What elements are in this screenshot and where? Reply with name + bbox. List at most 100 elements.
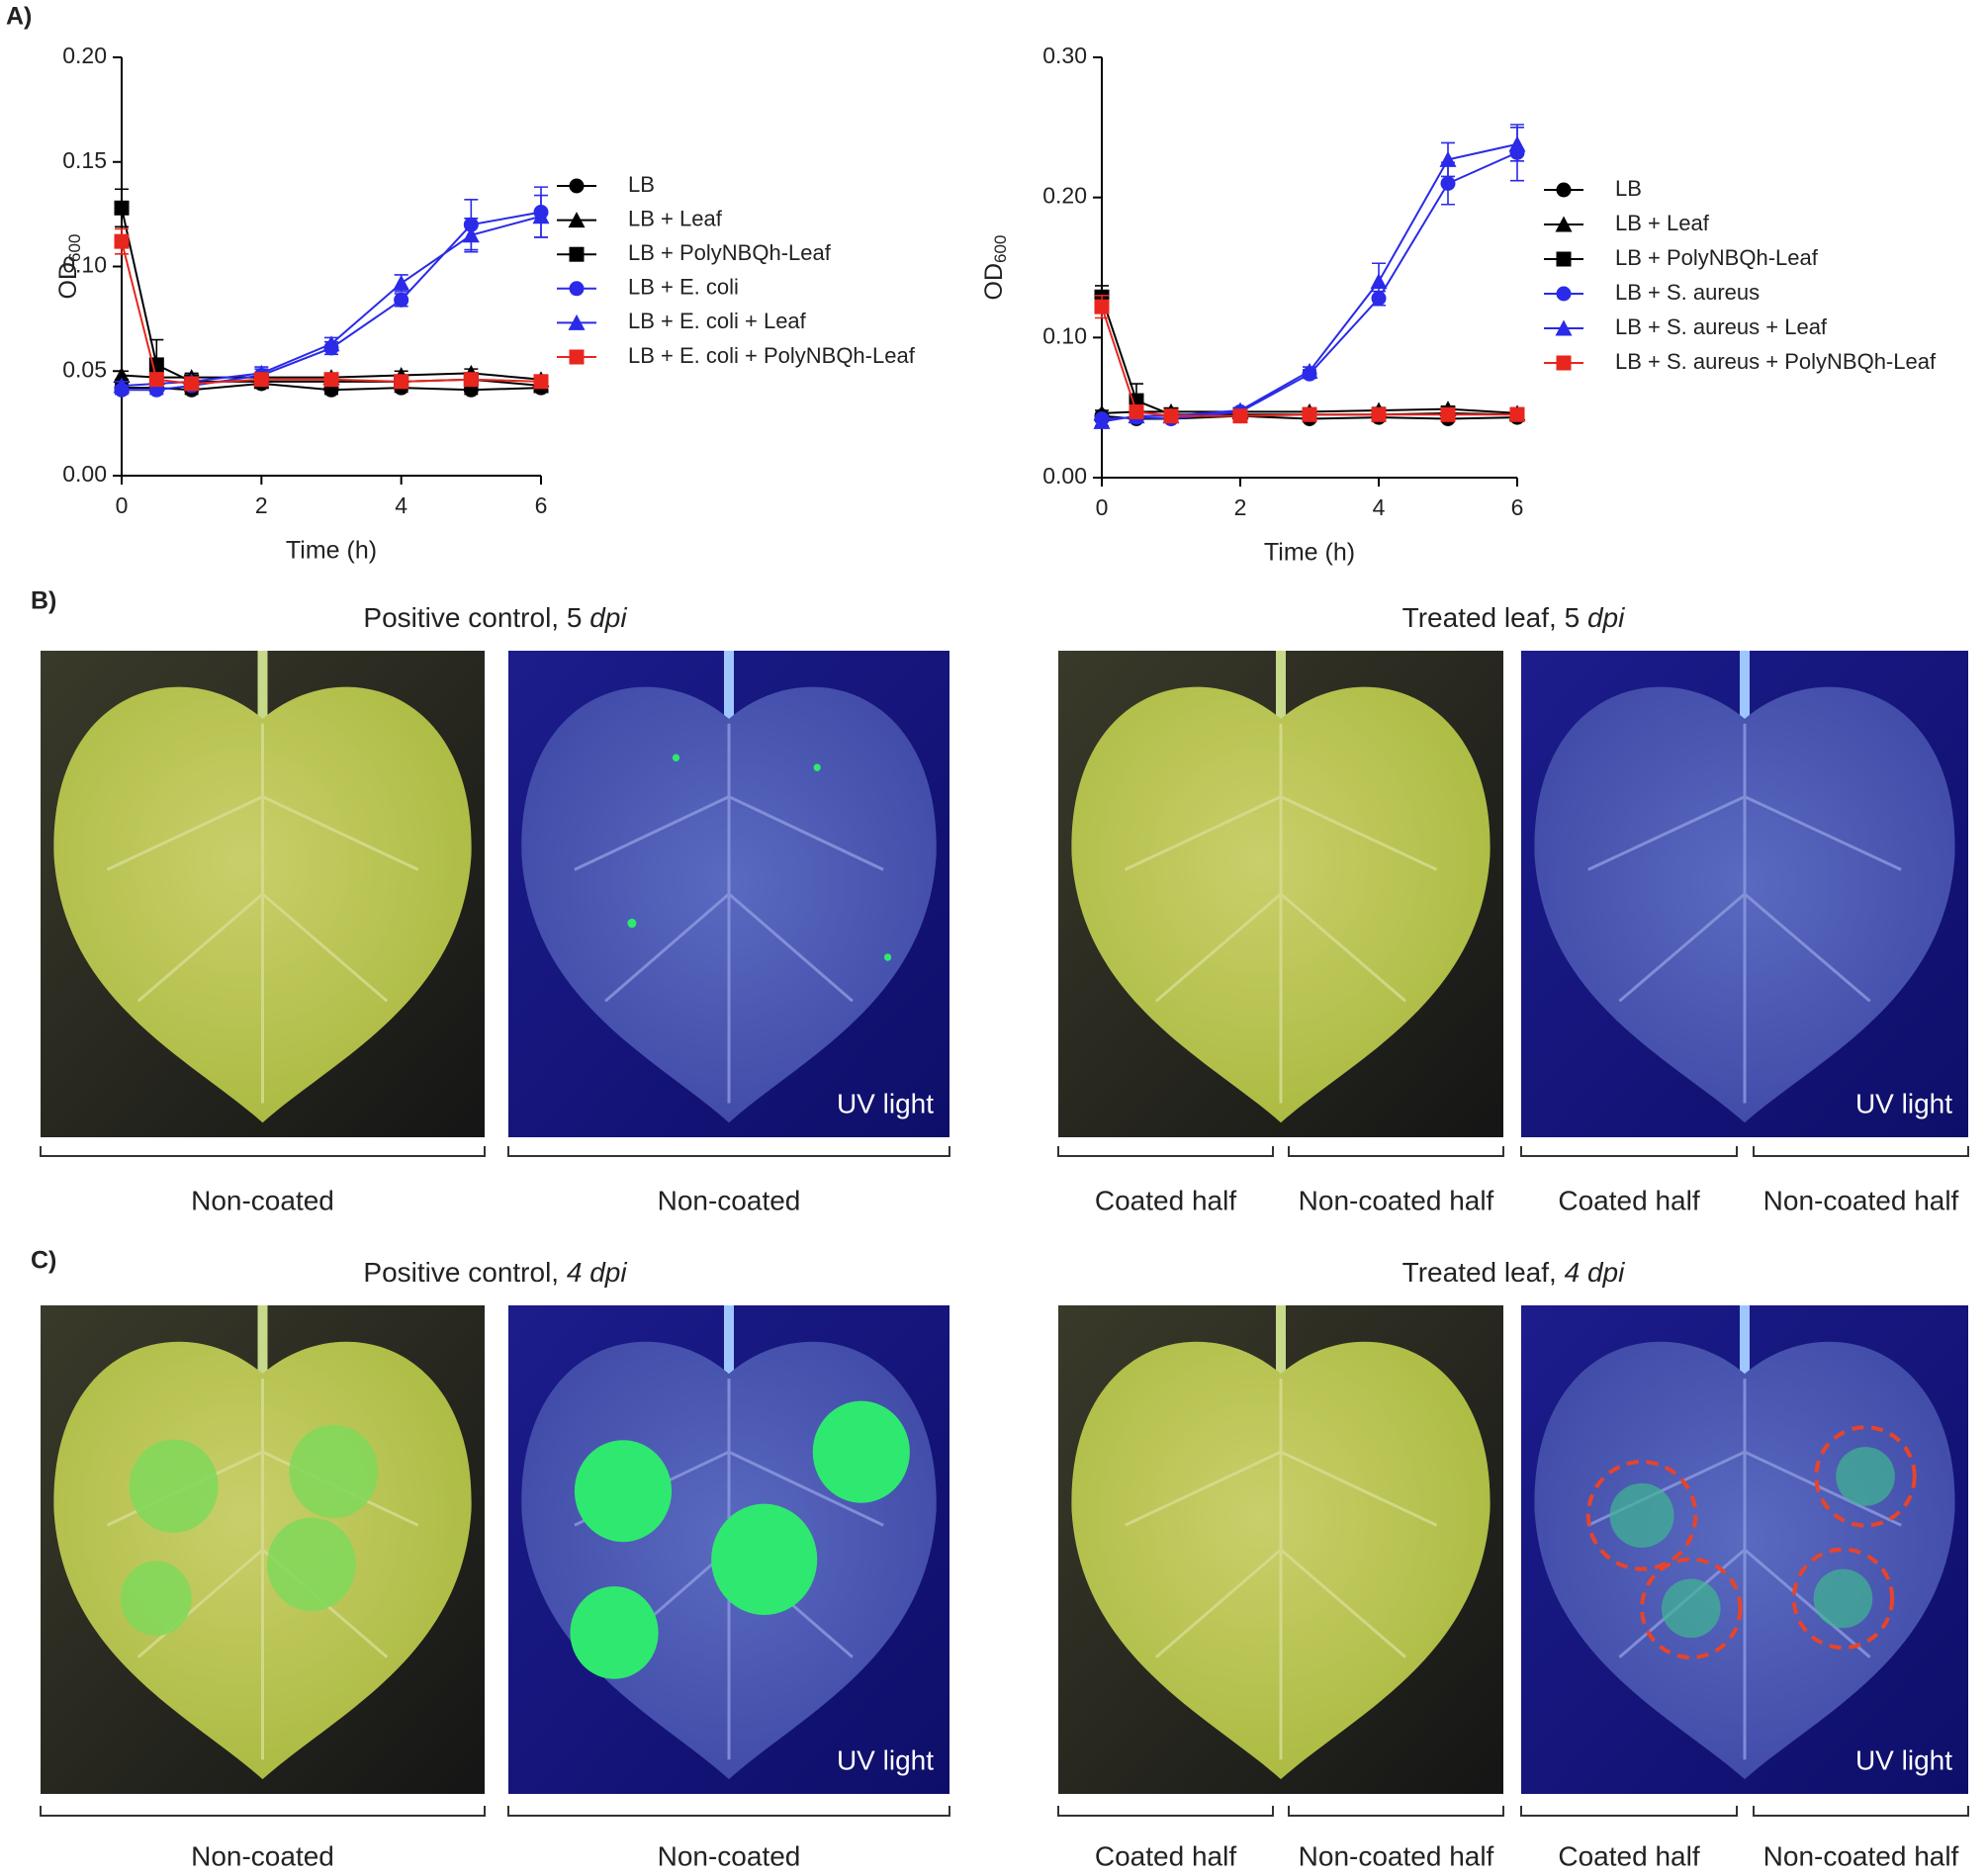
y-axis-label-main: OD — [980, 263, 1008, 301]
series-line — [121, 240, 542, 385]
legend-marker — [569, 281, 585, 297]
legend-label: LB + S. aureus + PolyNBQh-Leaf — [1615, 349, 1937, 374]
highlight-circle — [1585, 1460, 1698, 1571]
x-tick-label: 2 — [255, 492, 268, 518]
panel-title: Positive control, 5 dpi — [363, 602, 627, 633]
marker — [462, 226, 480, 243]
marker — [1129, 403, 1144, 419]
y-axis-label-sub: 600 — [991, 235, 1010, 263]
photo-veins — [1587, 1379, 1902, 1760]
photo-spot — [813, 763, 821, 771]
panel-label: C) — [31, 1247, 56, 1275]
uv-label: UV light — [837, 1088, 934, 1118]
marker — [1440, 176, 1456, 191]
marker — [1094, 299, 1110, 314]
x-tick-label: 4 — [395, 492, 407, 518]
x-axis-label: Time (h) — [1264, 539, 1355, 567]
legend-marker — [568, 212, 586, 228]
y-tick-label: 0.20 — [62, 43, 107, 68]
panel-title: Treated leaf, 4 dpi — [1402, 1257, 1625, 1288]
bracket — [40, 1806, 486, 1817]
marker — [322, 335, 340, 352]
bracket — [1520, 1806, 1738, 1817]
legend-label: LB + Leaf — [1615, 211, 1710, 235]
legend-label: LB + E. coli — [628, 275, 739, 300]
legend-marker — [1555, 216, 1573, 232]
highlight-circle — [1640, 1557, 1743, 1660]
y-tick-label: 0.20 — [1042, 183, 1087, 209]
uv-label: UV light — [837, 1744, 934, 1775]
y-axis-label-main: OD — [54, 262, 82, 300]
marker — [394, 292, 409, 308]
caption: Non-coated — [658, 1185, 801, 1215]
caption: Non-coated half — [1299, 1840, 1494, 1871]
x-tick-label: 2 — [1234, 494, 1247, 520]
photo-spot — [1661, 1578, 1721, 1639]
marker — [1440, 406, 1456, 422]
legend-marker — [569, 246, 585, 262]
marker — [253, 372, 269, 388]
panel-title: Positive control, 4 dpi — [363, 1257, 627, 1288]
marker — [1232, 408, 1248, 424]
photo-veins — [574, 723, 884, 1104]
photo-spot — [1609, 1482, 1674, 1548]
y-axis-label: OD600 — [54, 234, 85, 300]
series-line — [1101, 296, 1518, 416]
legend-label: LB — [1615, 176, 1642, 201]
y-tick-label: 0.05 — [62, 356, 107, 382]
marker — [113, 377, 131, 394]
bracket — [1288, 1806, 1504, 1817]
bracket — [1057, 1806, 1274, 1817]
photo-spot — [1836, 1447, 1895, 1506]
legend-marker — [1556, 286, 1572, 302]
photo-spot — [812, 1400, 910, 1503]
photo-veins — [1124, 1379, 1438, 1760]
highlight-circle — [1814, 1425, 1917, 1528]
legend-label: LB + S. aureus — [1615, 280, 1760, 305]
marker — [148, 372, 164, 388]
caption: Non-coated half — [1763, 1840, 1959, 1871]
legend-marker — [1555, 319, 1573, 336]
panel-title-italic: 4 dpi — [1565, 1257, 1625, 1288]
marker — [1093, 412, 1111, 429]
legend-label: LB + Leaf — [628, 206, 723, 230]
y-axis-label-sub: 600 — [65, 234, 84, 262]
legend-marker — [1556, 182, 1572, 198]
legend-marker — [568, 313, 586, 330]
marker — [1439, 150, 1457, 167]
bracket — [1520, 1146, 1738, 1157]
panel-title-text: Positive control, — [363, 1257, 566, 1288]
photo-spot — [1813, 1568, 1873, 1629]
x-tick-label: 0 — [1096, 494, 1109, 520]
bracket — [1288, 1146, 1504, 1157]
bracket — [1753, 1146, 1969, 1157]
highlight-circle — [1791, 1547, 1895, 1651]
x-tick-label: 6 — [535, 492, 548, 518]
bracket — [507, 1806, 950, 1817]
caption: Coated half — [1095, 1185, 1236, 1215]
marker — [1302, 406, 1317, 422]
caption: Coated half — [1558, 1185, 1699, 1215]
bracket — [40, 1146, 486, 1157]
x-tick-label: 6 — [1511, 494, 1524, 520]
bracket — [1057, 1146, 1274, 1157]
marker — [184, 376, 200, 392]
marker — [1508, 135, 1526, 152]
panel-title-italic: dpi — [589, 602, 627, 633]
legend-marker — [1556, 251, 1572, 267]
marker — [533, 374, 549, 390]
photo-spot — [129, 1439, 219, 1533]
uv-label: UV light — [1855, 1744, 1952, 1775]
series-line — [121, 208, 542, 388]
x-axis-label: Time (h) — [286, 537, 377, 565]
y-tick-label: 0.00 — [1042, 463, 1087, 489]
uv-label: UV light — [1855, 1088, 1952, 1118]
panel-title-italic: 4 dpi — [567, 1257, 627, 1288]
legend-marker — [1556, 355, 1572, 371]
panel-title-text: Treated leaf, 5 — [1402, 602, 1587, 633]
marker — [1301, 362, 1318, 379]
marker — [393, 274, 410, 291]
marker — [1509, 406, 1525, 422]
legend-label: LB + S. aureus + Leaf — [1615, 314, 1828, 339]
